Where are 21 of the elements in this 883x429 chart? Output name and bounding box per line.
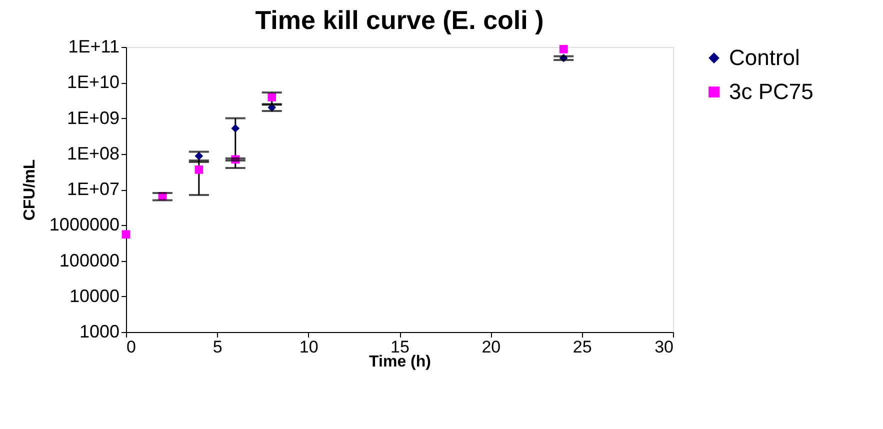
legend-label: Control: [729, 45, 800, 70]
x-tick-label: 15: [390, 338, 410, 356]
x-tick-label: 10: [299, 338, 318, 356]
x-tick-label: 20: [482, 338, 501, 356]
y-tick-label: 10000: [69, 286, 120, 306]
y-tick-label: 1E+10: [66, 72, 120, 92]
y-tick-label: 1E+08: [66, 143, 120, 164]
y-axis-title: CFU/mL: [21, 159, 38, 221]
x-tick-label: 5: [212, 338, 222, 356]
y-tick-label: 1E+11: [68, 36, 120, 56]
x-tick-label: 25: [572, 338, 592, 356]
x-tick-label: 30: [654, 338, 674, 356]
y-tick-label: 1E+07: [66, 179, 120, 199]
y-tick-label: 1000: [79, 322, 120, 342]
legend-label: 3c PC75: [729, 79, 814, 104]
chart-title: Time kill curve (E. coli ): [255, 5, 544, 35]
y-tick-label: 100000: [59, 250, 120, 270]
x-tick-label: 0: [126, 338, 136, 356]
y-tick-label: 1E+09: [66, 108, 120, 128]
x-axis-title: Time (h): [369, 354, 431, 370]
y-tick-label: 1000000: [49, 214, 120, 235]
